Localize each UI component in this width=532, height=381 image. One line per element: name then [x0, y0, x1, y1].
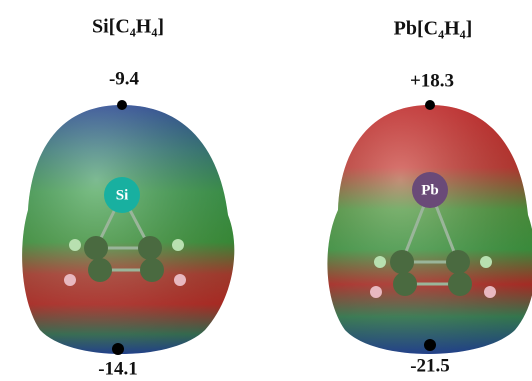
atom-label: Pb — [421, 182, 439, 198]
probe-point — [424, 339, 436, 351]
potential-map — [327, 105, 532, 354]
atom-label: Si — [116, 187, 129, 203]
probe-point — [112, 343, 124, 355]
panel-title: Si[C₄H₄] — [92, 16, 164, 38]
top-value: +18.3 — [410, 70, 454, 91]
potential-map — [22, 105, 234, 354]
probe-point — [117, 100, 127, 110]
bottom-value: -14.1 — [98, 358, 138, 379]
probe-point — [425, 100, 435, 110]
bottom-value: -21.5 — [410, 355, 450, 376]
top-value: -9.4 — [109, 68, 140, 89]
figure: Si[C₄H₄] Pb[C₄H₄] -9.4 +18.3 -14.1 -21.5… — [0, 0, 532, 381]
panel-title: Pb[C₄H₄] — [394, 18, 473, 40]
